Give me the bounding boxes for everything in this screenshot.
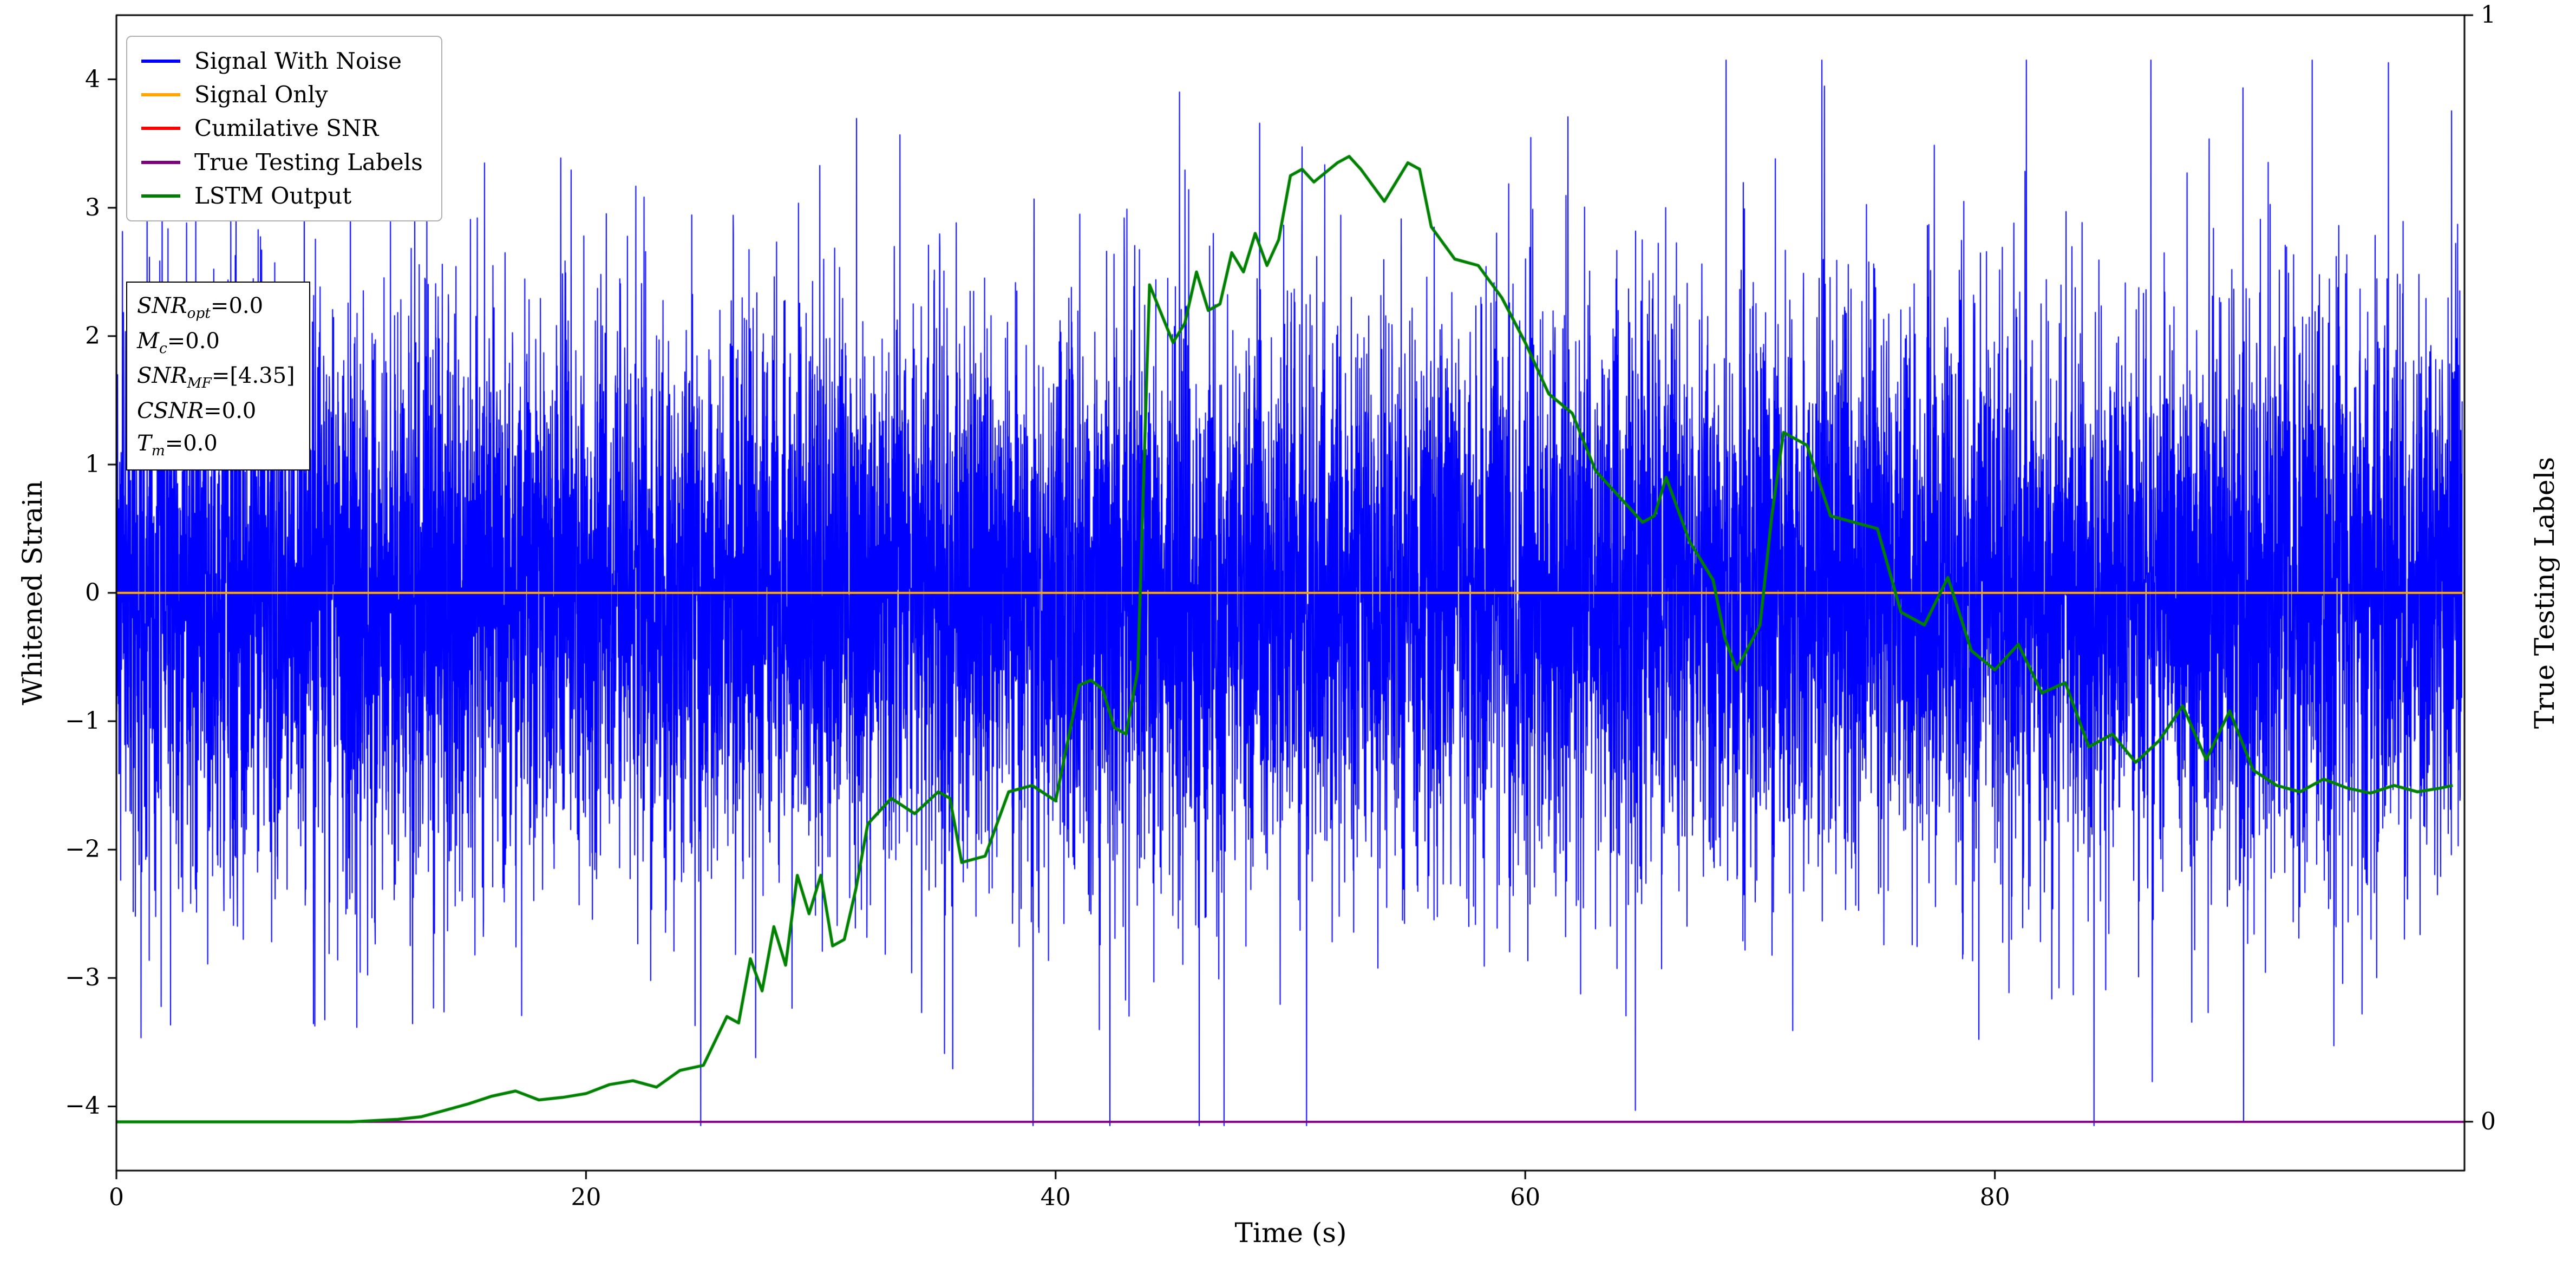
legend-label: True Testing Labels (194, 148, 423, 175)
y-tick-label-left: −2 (65, 835, 100, 864)
y-tick-label-left: 4 (85, 65, 100, 93)
legend-line-swatch (141, 160, 180, 164)
x-tick-label: 80 (1979, 1184, 2010, 1211)
legend-label: LSTM Output (194, 182, 352, 209)
legend-label: Signal With Noise (194, 48, 402, 74)
annotation-line: SNRopt=0.0 (137, 293, 264, 322)
x-tick-label: 20 (571, 1184, 601, 1211)
annotation-line: Tm=0.0 (137, 430, 218, 459)
legend-item: Signal With Noise (141, 48, 423, 74)
legend-line-swatch (141, 60, 180, 63)
x-axis-label: Time (s) (1234, 1217, 1347, 1249)
y-axis-label-left: Whitened Strain (17, 480, 48, 705)
legend: Signal With Noise Signal Only Cumilative S… (126, 36, 442, 221)
annotation-line: SNRMF=[4.35] (137, 363, 295, 392)
x-tick-label: 0 (109, 1184, 124, 1211)
x-tick-label: 60 (1510, 1184, 1541, 1211)
x-tick-label: 40 (1040, 1184, 1071, 1211)
y-tick-label-left: 0 (85, 579, 100, 606)
legend-line-swatch (141, 194, 180, 198)
y-tick-label-left: −4 (65, 1092, 100, 1120)
y-axis-label-right: True Testing Labels (2529, 456, 2560, 729)
y-tick-label-left: 1 (85, 450, 100, 478)
legend-item: LSTM Output (141, 182, 423, 209)
legend-label: Cumilative SNR (194, 115, 379, 142)
annotation-box: SNRopt=0.0 Mc=0.0 SNRMF=[4.35] CSNR=0.0 Tm=0… (126, 282, 310, 471)
annotation-line: CSNR=0.0 (137, 398, 257, 423)
y-tick-label-left: −1 (65, 707, 100, 735)
legend-item: Cumilative SNR (141, 116, 423, 141)
y-tick-label-left: 3 (85, 193, 100, 221)
y-tick-label-left: 2 (85, 322, 100, 350)
y-tick-label-right: 0 (2481, 1107, 2496, 1135)
legend-item: Signal Only (141, 82, 423, 107)
legend-line-swatch (141, 127, 180, 130)
y-tick-label-left: −3 (65, 964, 100, 992)
legend-line-swatch (141, 93, 180, 97)
legend-item: True Testing Labels (141, 148, 423, 175)
annotation-line: Mc=0.0 (137, 328, 220, 357)
y-tick-label-right: 1 (2481, 1, 2496, 29)
legend-label: Signal Only (194, 81, 328, 108)
